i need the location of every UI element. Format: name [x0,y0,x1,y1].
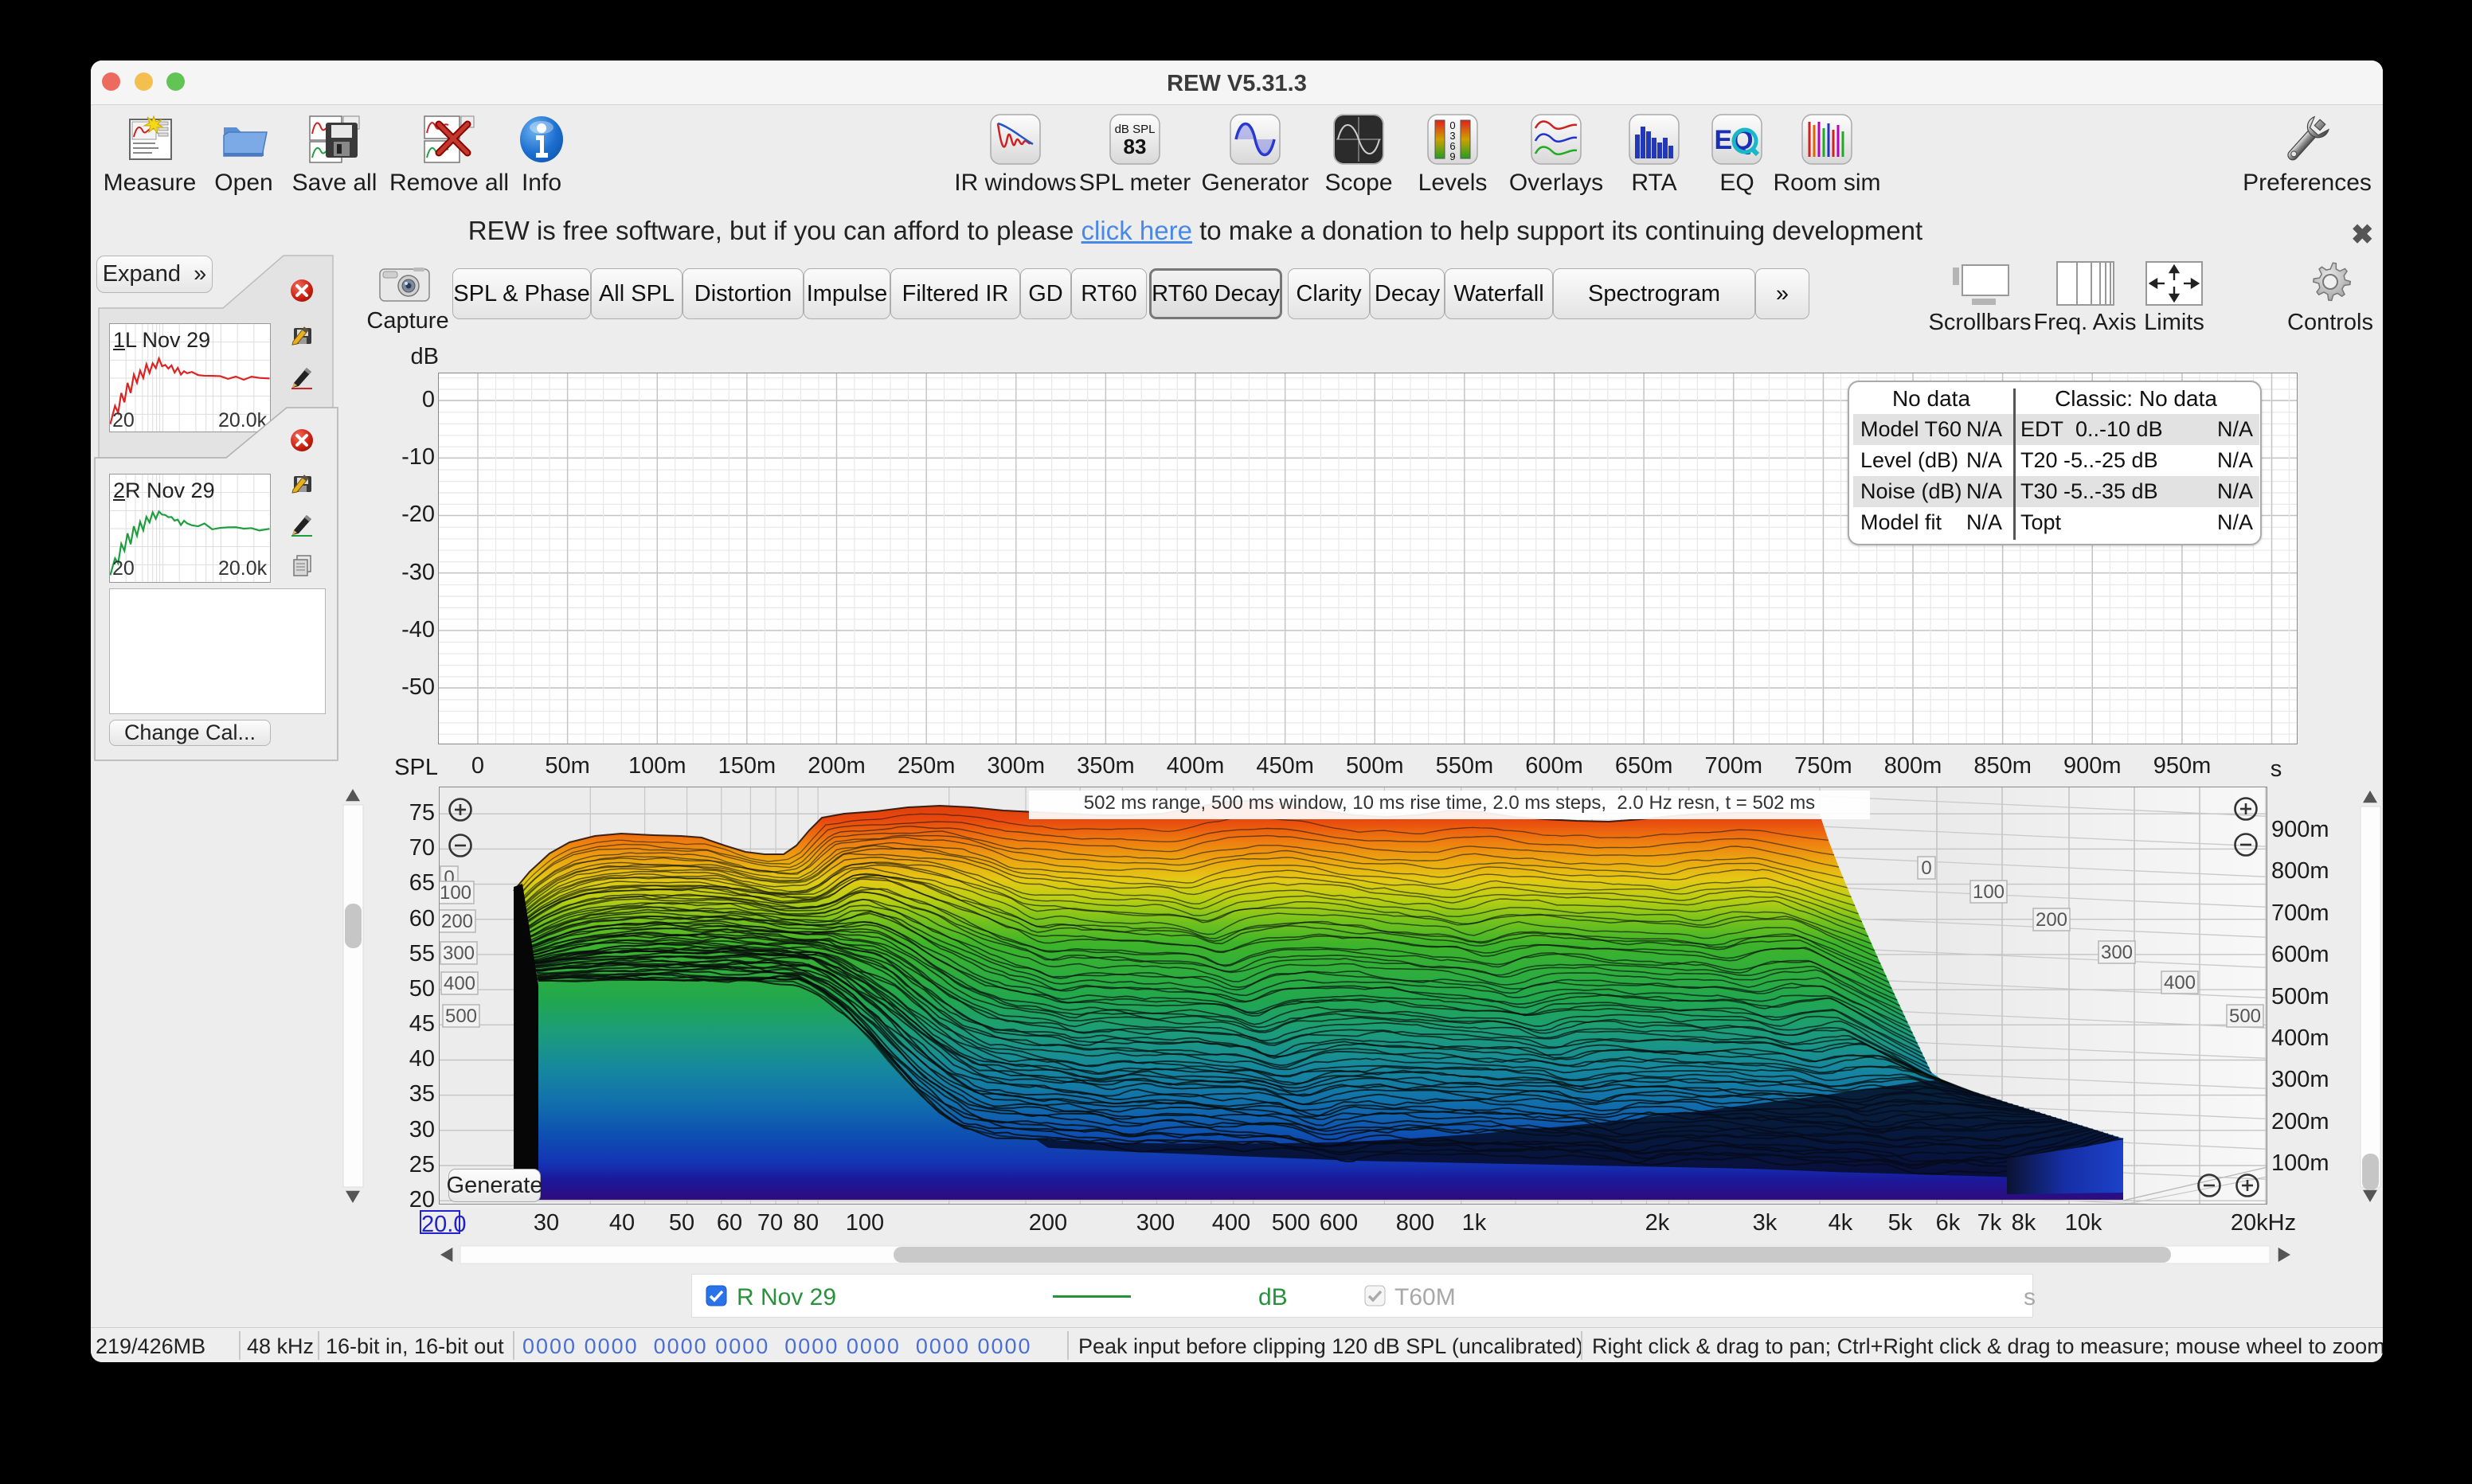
svg-text:9: 9 [1449,150,1455,162]
svg-text:300: 300 [443,943,475,964]
svg-text:100: 100 [440,882,471,904]
svg-text:100: 100 [1973,881,2005,903]
svg-text:0: 0 [1921,857,1931,879]
svg-text:200: 200 [2036,909,2067,931]
svg-text:3: 3 [1449,130,1455,142]
svg-text:0: 0 [1449,119,1455,131]
svg-text:83: 83 [1124,135,1147,158]
svg-text:200: 200 [441,911,473,932]
svg-text:400: 400 [444,973,475,994]
svg-text:400: 400 [2164,972,2196,994]
svg-text:500: 500 [445,1006,477,1027]
svg-text:6: 6 [1449,140,1455,152]
svg-text:500: 500 [2229,1006,2261,1027]
svg-text:300: 300 [2101,942,2133,963]
svg-text:dB SPL: dB SPL [1115,123,1156,136]
